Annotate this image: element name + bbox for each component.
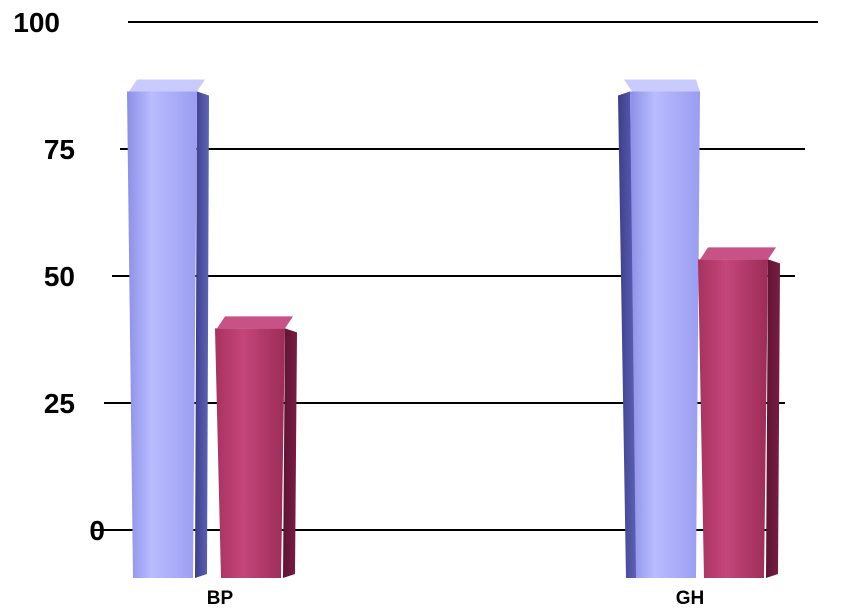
- bar-BP-s0: [127, 79, 209, 579]
- bar-top-face: [217, 316, 293, 329]
- bar-top-face: [129, 79, 205, 92]
- bar-side-face: [195, 91, 209, 579]
- bar-BP-s1: [215, 316, 297, 578]
- y-tick-label: 75: [44, 134, 75, 165]
- x-category-label: GH: [676, 588, 705, 609]
- bar-top-face: [700, 247, 776, 260]
- bars: [127, 79, 780, 579]
- bar-front-face: [215, 328, 285, 578]
- y-axis-ticks: 0 25 50 75 100: [13, 7, 105, 546]
- bar-front-face: [127, 91, 197, 579]
- bar-front-face: [698, 259, 768, 578]
- bar-front-face: [630, 91, 700, 579]
- bar-side-face: [766, 259, 780, 578]
- x-axis-categories: BP GH: [207, 588, 704, 609]
- bar-GH-s0: [618, 79, 700, 579]
- bar-top-face: [624, 79, 700, 92]
- y-tick-label: 100: [13, 7, 60, 38]
- bar-GH-s1: [698, 247, 780, 578]
- x-category-label: BP: [207, 588, 234, 609]
- y-tick-label: 0: [89, 515, 105, 546]
- y-tick-label: 50: [44, 261, 75, 292]
- bar-side-face: [618, 91, 638, 579]
- y-tick-label: 25: [44, 388, 75, 419]
- bar-side-face: [283, 328, 297, 578]
